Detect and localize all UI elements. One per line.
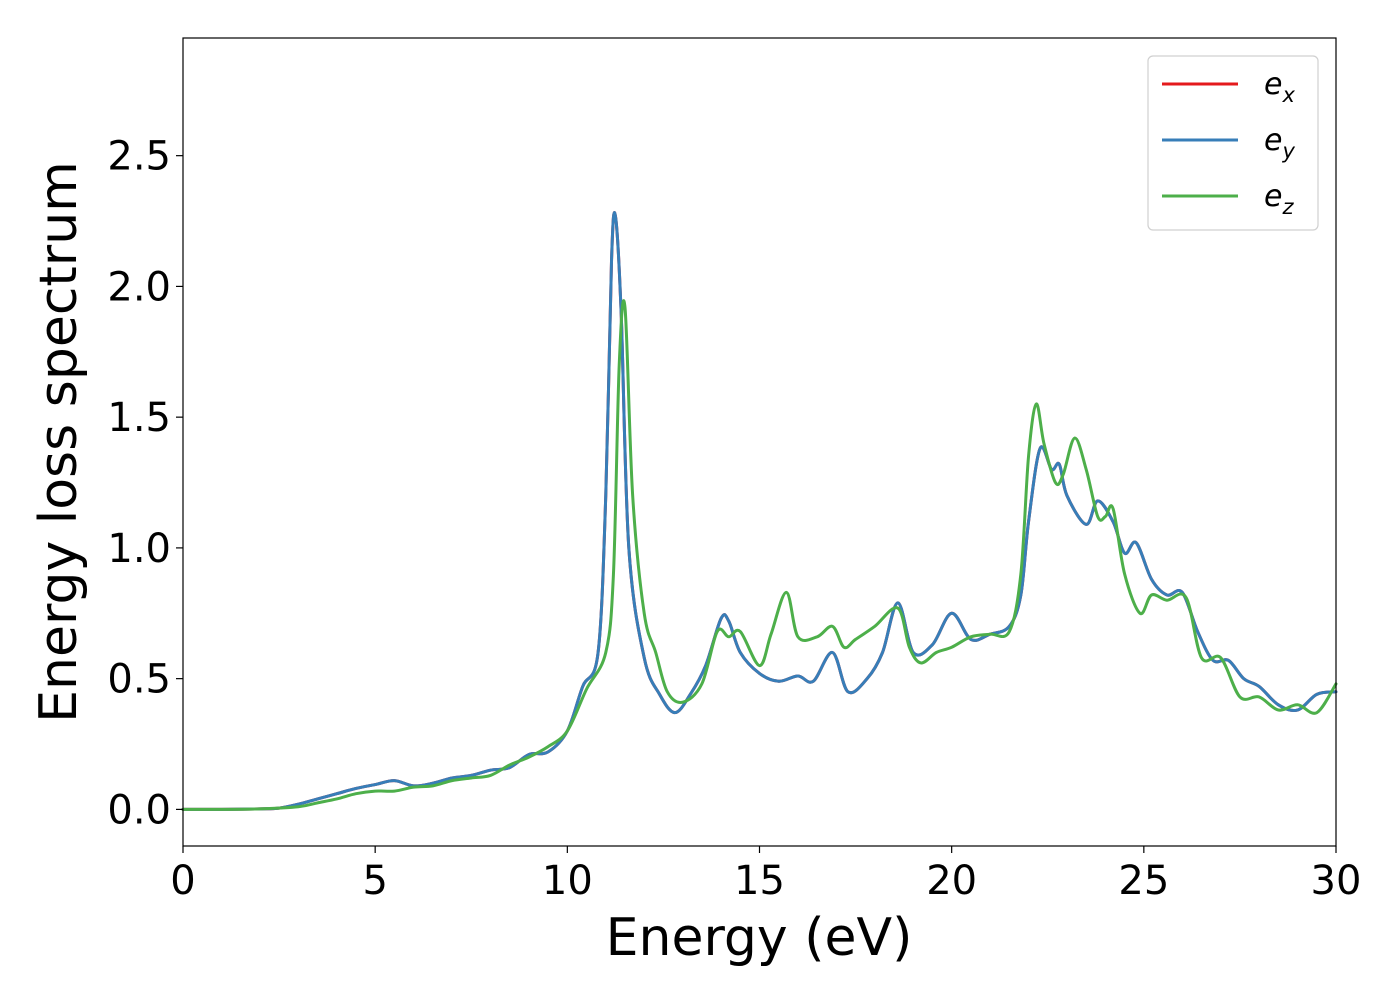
x-tick-label: 10 xyxy=(542,858,593,904)
y-tick-label: 2.5 xyxy=(107,134,171,180)
y-tick-label: 2.0 xyxy=(107,264,171,310)
legend-label-e-z: ez xyxy=(1264,179,1294,219)
x-tick-label: 5 xyxy=(362,858,387,904)
legend-label-e-x: ex xyxy=(1264,67,1295,107)
y-tick-label: 1.5 xyxy=(107,395,171,441)
legend-label-e-y: ey xyxy=(1264,123,1295,163)
series-line-e-y xyxy=(181,211,1338,811)
x-axis-title: Energy (eV) xyxy=(606,908,913,968)
series-line-e-z xyxy=(181,299,1338,811)
y-tick-label: 1.0 xyxy=(107,526,171,572)
y-tick-label: 0.0 xyxy=(107,787,171,833)
y-axis-title: Energy loss spectrum xyxy=(29,161,89,723)
x-tick-label: 25 xyxy=(1118,858,1169,904)
x-tick-label: 0 xyxy=(170,858,195,904)
y-axis: 0.0 0.5 1.0 1.5 2.0 2.5 xyxy=(107,134,183,833)
y-tick-label: 0.5 xyxy=(107,657,171,703)
x-tick-label: 20 xyxy=(926,858,977,904)
series-layer xyxy=(181,211,1338,811)
x-tick-label: 15 xyxy=(734,858,785,904)
plot-area xyxy=(183,38,1336,846)
x-tick-label: 30 xyxy=(1311,858,1362,904)
legend-box xyxy=(1147,55,1319,231)
legend: ex ey ez xyxy=(1147,55,1319,231)
x-axis: 0 5 10 15 20 25 30 xyxy=(170,846,1361,904)
